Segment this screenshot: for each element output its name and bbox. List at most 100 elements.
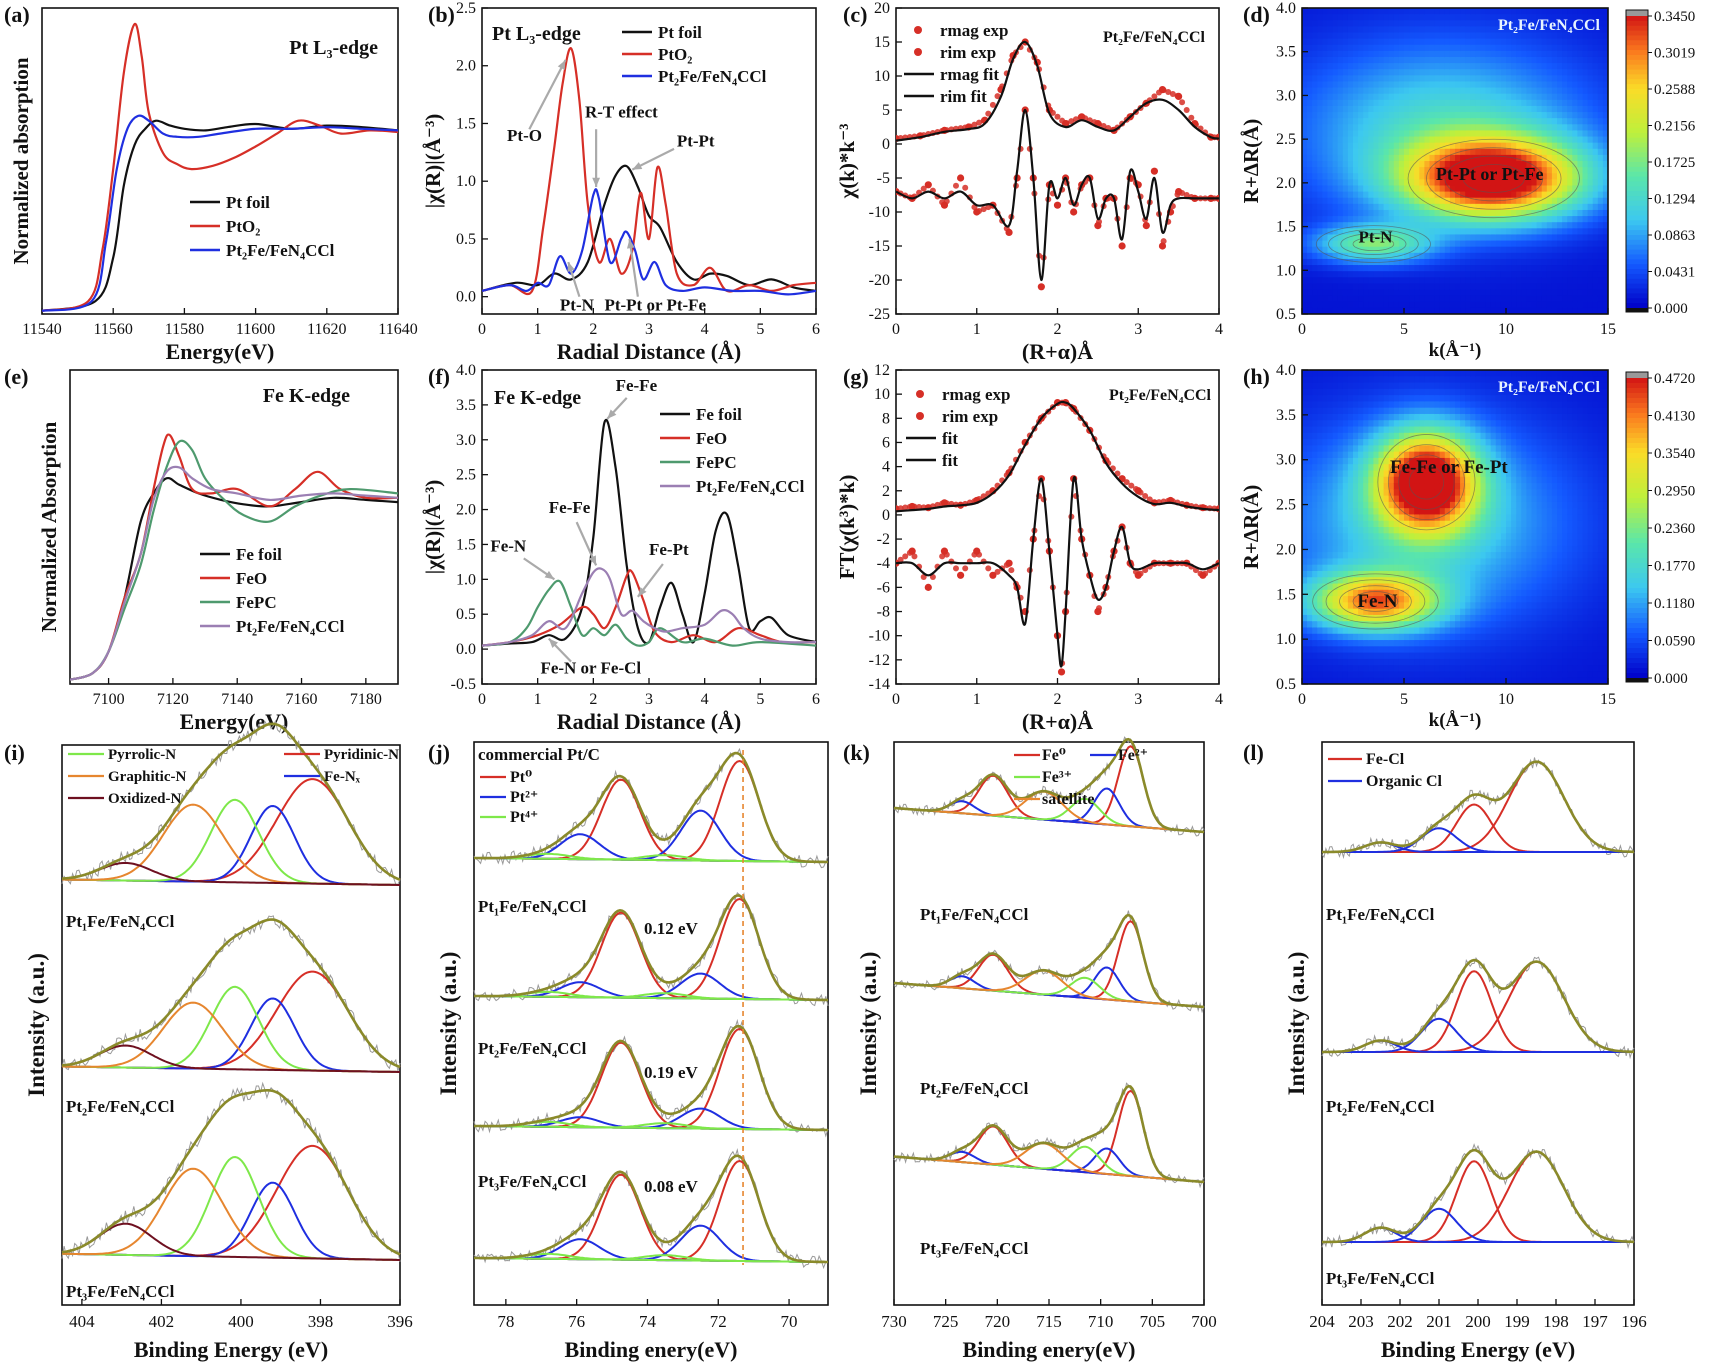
legend-entry: rim fit xyxy=(940,87,987,106)
sample-label: Pt₁Fe/FeN₄CCl xyxy=(1326,905,1435,924)
data-point xyxy=(1142,492,1149,499)
y-tick-label: 4.0 xyxy=(1276,362,1296,379)
data-point xyxy=(1158,242,1167,250)
series-line xyxy=(70,465,398,681)
x-tick-label: 11640 xyxy=(378,321,417,338)
contour-line xyxy=(1352,237,1395,252)
x-tick-label: 4 xyxy=(1215,691,1223,708)
fit-envelope xyxy=(893,1084,1205,1184)
x-tick-label: 74 xyxy=(639,1312,657,1331)
panel-j: 78 76 74 72 70 Binding enery(eV) Intensity (a.… xyxy=(436,741,829,1362)
x-tick-label: 3 xyxy=(1134,691,1142,708)
data-point xyxy=(976,208,983,215)
panel-letter: (k) xyxy=(843,740,870,765)
x-tick-label: 70 xyxy=(781,1312,798,1331)
fit-envelope xyxy=(893,913,1205,1009)
x-tick-label: 710 xyxy=(1088,1312,1114,1331)
x-tick-label: 10 xyxy=(1498,691,1514,708)
contour-line xyxy=(1315,225,1431,263)
data-point xyxy=(971,121,978,128)
shift-label: 0.12 eV xyxy=(644,919,699,938)
data-point xyxy=(1174,191,1181,198)
data-point xyxy=(939,199,946,206)
data-point xyxy=(957,175,964,181)
colorbar-tick-label: 0.3450 xyxy=(1654,9,1695,25)
x-tick-label: 2 xyxy=(1054,691,1062,708)
x-tick-label: 15 xyxy=(1600,691,1616,708)
sample-label: Pt₃Fe/FeN₄CCl xyxy=(478,1172,587,1191)
y-tick-label: 1.0 xyxy=(1276,262,1296,279)
legend-marker xyxy=(914,26,922,34)
y-tick-label: -12 xyxy=(869,652,890,669)
annotation: Fe-N or Fe-Cl xyxy=(540,659,641,678)
data-point xyxy=(985,204,992,211)
panel-letter: (g) xyxy=(843,364,869,389)
fit-component xyxy=(62,798,400,886)
data-point xyxy=(943,198,950,205)
y-tick-label: 0.5 xyxy=(456,231,476,248)
data-point xyxy=(1128,482,1135,489)
colorbar-tick-label: 0.0431 xyxy=(1654,265,1695,281)
y-tick-label: -0.5 xyxy=(451,676,476,693)
shift-label: 0.08 eV xyxy=(644,1177,699,1196)
panel-d: 0 5 10 15 0.5 1.0 1.5 2.0 2.5 3.0 3.5 4.0 k(Å⁻¹) R+ΔR… xyxy=(1239,0,1696,361)
data-point xyxy=(1179,190,1186,197)
data-point xyxy=(1188,114,1195,121)
legend-entry: Pt₂Fe/FeN₄CCl xyxy=(236,617,345,636)
y-axis-label: Normalized absorption xyxy=(9,57,33,264)
x-tick-label: 6 xyxy=(812,691,820,708)
fit-envelope xyxy=(61,722,401,881)
fit-envelope xyxy=(474,894,828,1002)
y-tick-label: 10 xyxy=(874,68,890,85)
y-axis-label: Intensity (a.u.) xyxy=(856,952,881,1096)
panel-letter: (j) xyxy=(428,740,450,765)
legend-entry: Fe foil xyxy=(696,405,742,424)
fit-component xyxy=(61,1222,400,1261)
y-tick-label: 2.0 xyxy=(1276,541,1296,558)
legend-entry: Oxidized-N xyxy=(108,791,181,807)
y-tick-label: 1.0 xyxy=(1276,631,1296,648)
x-axis-label: k(Å⁻¹) xyxy=(1429,710,1482,731)
colorbar-tick-label: 0.000 xyxy=(1654,301,1688,317)
x-tick-label: 3 xyxy=(1134,321,1142,338)
data-point xyxy=(1037,283,1045,291)
contour-line xyxy=(1426,147,1562,210)
x-axis-label: Radial Distance (Å) xyxy=(557,709,742,734)
y-tick-label: 4.0 xyxy=(1276,0,1296,17)
contour-line xyxy=(1444,155,1544,202)
x-tick-label: 2 xyxy=(589,321,597,338)
y-tick-label: 3.0 xyxy=(1276,87,1296,104)
colorbar-tick-label: 0.3540 xyxy=(1654,446,1695,462)
contour-line xyxy=(1328,229,1419,259)
contour-line xyxy=(1340,233,1407,255)
sample-label: Pt₂Fe/FeN₄CCl xyxy=(920,1079,1029,1098)
panel-letter: (f) xyxy=(428,364,450,389)
y-tick-label: 0.5 xyxy=(1276,306,1296,323)
x-tick-label: 11560 xyxy=(93,321,132,338)
fit-envelope xyxy=(893,737,1205,834)
data-point xyxy=(980,206,987,213)
plot-frame xyxy=(61,744,401,1306)
data-point xyxy=(957,572,964,579)
y-tick-label: -5 xyxy=(877,170,890,187)
fit-component xyxy=(62,985,400,1073)
data-point xyxy=(906,549,913,556)
data-point xyxy=(939,500,946,507)
fit-component xyxy=(893,1142,1205,1183)
series-line xyxy=(482,579,816,647)
y-tick-label: 1.5 xyxy=(1276,586,1296,603)
sample-label: Pt₃Fe/FeN₄CCl xyxy=(920,1239,1029,1258)
x-tick-label: 0 xyxy=(892,321,900,338)
x-tick-label: 11580 xyxy=(165,321,204,338)
x-tick-label: 2 xyxy=(1054,321,1062,338)
data-point xyxy=(1132,486,1139,493)
x-axis-label: Binding Energy (eV) xyxy=(134,1337,328,1362)
data-point xyxy=(1054,113,1061,120)
panel-g: 0 1 2 3 4121086420-2-4-6-8-10-12-14(R+α)ÅFT(… xyxy=(835,362,1223,734)
colorbar-tick-label: 0.4720 xyxy=(1654,371,1695,387)
y-axis-label: Intensity (a.u.) xyxy=(436,952,461,1096)
fit-envelope xyxy=(61,918,401,1069)
series-line xyxy=(482,418,816,647)
x-tick-label: 4 xyxy=(701,321,709,338)
